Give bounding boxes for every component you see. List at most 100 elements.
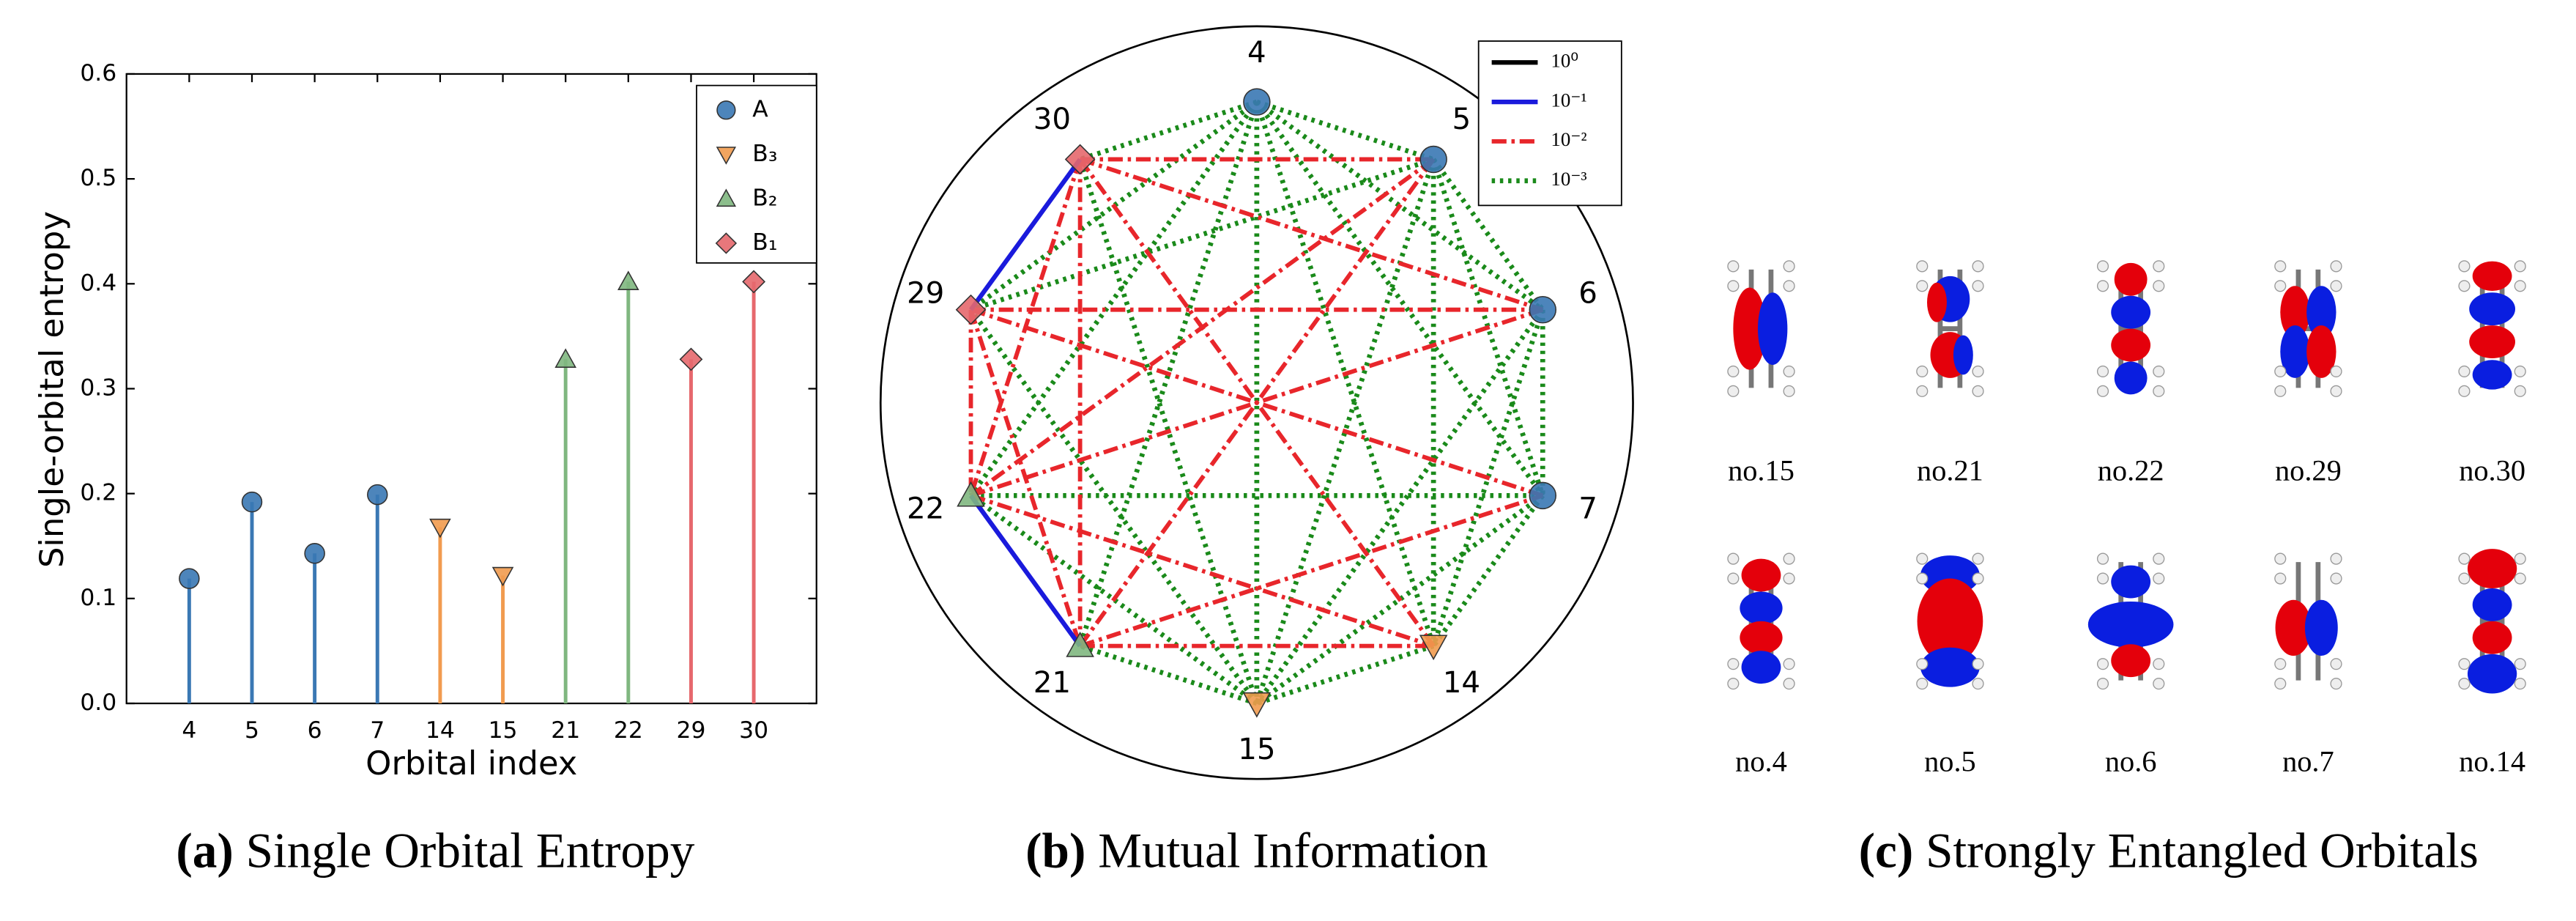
link bbox=[1079, 99, 1258, 162]
link bbox=[1255, 100, 1545, 498]
orbital-label: no.14 bbox=[2459, 744, 2525, 777]
hydrogen bbox=[2274, 552, 2287, 565]
caption-text: Mutual Information bbox=[1098, 824, 1488, 879]
hydrogen bbox=[2330, 260, 2342, 273]
hydrogen bbox=[2153, 658, 2165, 670]
stem-marker bbox=[554, 348, 576, 368]
lobe bbox=[2280, 286, 2310, 339]
node-label: 6 bbox=[1578, 276, 1597, 311]
stem-marker bbox=[429, 518, 451, 539]
y-tick-label: 0.4 bbox=[80, 270, 116, 296]
y-tick-label: 0.3 bbox=[80, 374, 116, 401]
hydrogen bbox=[1783, 280, 1795, 292]
hydrogen bbox=[2274, 365, 2287, 378]
lobe bbox=[2304, 599, 2338, 656]
hydrogen bbox=[2274, 260, 2287, 273]
stem-marker bbox=[179, 568, 200, 589]
hydrogen bbox=[1783, 658, 1795, 670]
link bbox=[1254, 101, 1436, 647]
hydrogen bbox=[1972, 658, 1984, 670]
hydrogen bbox=[1972, 572, 1984, 585]
legend-marker bbox=[716, 147, 737, 165]
hydrogen bbox=[1727, 678, 1740, 690]
hydrogen bbox=[1916, 280, 1929, 292]
y-tick-label: 0.0 bbox=[80, 689, 116, 716]
hydrogen bbox=[2096, 658, 2109, 670]
hydrogen bbox=[2274, 658, 2287, 670]
lobe bbox=[2111, 644, 2151, 678]
lobe bbox=[2111, 295, 2151, 329]
hydrogen bbox=[2096, 260, 2109, 273]
hydrogen bbox=[1783, 552, 1795, 565]
hydrogen bbox=[1727, 280, 1740, 292]
lobe bbox=[2472, 621, 2512, 654]
node-marker bbox=[1066, 632, 1094, 657]
lobe bbox=[2469, 325, 2516, 358]
hydrogen bbox=[2458, 678, 2471, 690]
lobe bbox=[2111, 328, 2151, 362]
caption-a: (a) Single Orbital Entropy bbox=[176, 824, 694, 879]
orbital-label: no.30 bbox=[2459, 454, 2525, 487]
legend-box bbox=[696, 84, 817, 264]
lobe bbox=[2467, 654, 2517, 694]
y-axis-label: Single-orbital entropy bbox=[32, 211, 71, 568]
legend-label: B₂ bbox=[752, 185, 777, 211]
hydrogen bbox=[2153, 260, 2165, 273]
orbital-label: no.21 bbox=[1917, 454, 1983, 487]
hydrogen bbox=[1783, 260, 1795, 273]
stem-marker bbox=[304, 543, 325, 564]
orbital-label: no.15 bbox=[1728, 454, 1794, 487]
x-tick-label: 21 bbox=[551, 717, 580, 744]
hydrogen bbox=[2514, 365, 2526, 378]
hydrogen bbox=[1972, 385, 1984, 397]
hydrogen bbox=[1916, 572, 1929, 585]
hydrogen bbox=[2330, 365, 2342, 378]
hydrogen bbox=[1916, 678, 1929, 690]
legend-label: A bbox=[752, 96, 768, 122]
link bbox=[1430, 308, 1545, 647]
legend-marker bbox=[716, 100, 736, 120]
orbital-image bbox=[2087, 552, 2174, 690]
node-label: 21 bbox=[1033, 665, 1071, 700]
lobe bbox=[2472, 261, 2512, 292]
hydrogen bbox=[1916, 260, 1929, 273]
legend-label: 10⁰ bbox=[1551, 49, 1578, 71]
x-tick-label: 30 bbox=[739, 717, 768, 744]
orbital-label: no.22 bbox=[2098, 454, 2164, 487]
hydrogen bbox=[2458, 260, 2471, 273]
hydrogen bbox=[2153, 572, 2165, 585]
caption-label: (b) bbox=[1025, 824, 1085, 879]
stem-marker bbox=[241, 491, 263, 513]
lobe bbox=[2111, 565, 2151, 599]
link bbox=[968, 494, 1083, 648]
link bbox=[1077, 158, 1260, 705]
hydrogen bbox=[1972, 260, 1984, 273]
x-tick-label: 5 bbox=[245, 717, 259, 744]
caption-c: (c) Strongly Entangled Orbitals bbox=[1859, 824, 2479, 879]
link bbox=[1079, 493, 1544, 648]
hydrogen bbox=[2096, 678, 2109, 690]
node-label: 14 bbox=[1443, 665, 1480, 700]
link bbox=[970, 493, 1435, 648]
link bbox=[1079, 643, 1258, 706]
link bbox=[1431, 494, 1545, 648]
hydrogen bbox=[2330, 678, 2342, 690]
link bbox=[1430, 158, 1545, 497]
hydrogen bbox=[1916, 552, 1929, 565]
hydrogen bbox=[2274, 385, 2287, 397]
hydrogen bbox=[2096, 280, 2109, 292]
node-label: 4 bbox=[1247, 35, 1266, 70]
node-label: 15 bbox=[1238, 732, 1275, 766]
hydrogen bbox=[1727, 572, 1740, 585]
lobe bbox=[1740, 591, 1783, 625]
x-tick-label: 22 bbox=[614, 717, 643, 744]
hydrogen bbox=[1727, 365, 1740, 378]
legend-box bbox=[1477, 40, 1622, 207]
link bbox=[1255, 308, 1545, 705]
hydrogen bbox=[1916, 385, 1929, 397]
x-tick-label: 4 bbox=[182, 717, 196, 744]
node-marker bbox=[1419, 145, 1447, 174]
lobe bbox=[2114, 361, 2148, 395]
